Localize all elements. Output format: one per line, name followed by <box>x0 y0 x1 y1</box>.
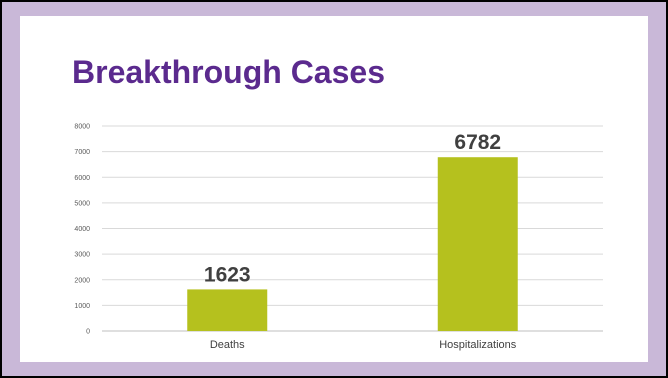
y-tick-label: 7000 <box>74 149 90 156</box>
y-tick-label: 5000 <box>74 200 90 207</box>
y-tick-label: 2000 <box>74 277 90 284</box>
x-category-label: Hospitalizations <box>439 339 517 351</box>
data-label: 6782 <box>454 131 501 154</box>
slide-title: Breakthrough Cases <box>72 54 385 90</box>
y-tick-label: 1000 <box>74 303 90 310</box>
x-category-label: Deaths <box>210 339 245 351</box>
data-label: 1623 <box>204 263 251 286</box>
bar-chart: 0 1000 2000 3000 4000 5000 6000 7000 8000 1623 Dea… <box>74 124 603 351</box>
y-tick-label: 6000 <box>74 175 90 182</box>
slide: Breakthrough Cases 0 1000 2000 3000 4000 5000… <box>20 16 648 362</box>
bar <box>187 289 268 331</box>
y-tick-label: 3000 <box>74 252 90 259</box>
y-tick-label: 8000 <box>74 124 90 131</box>
y-tick-label: 4000 <box>74 226 90 233</box>
y-tick-label: 0 <box>86 329 90 336</box>
bar <box>437 157 518 331</box>
